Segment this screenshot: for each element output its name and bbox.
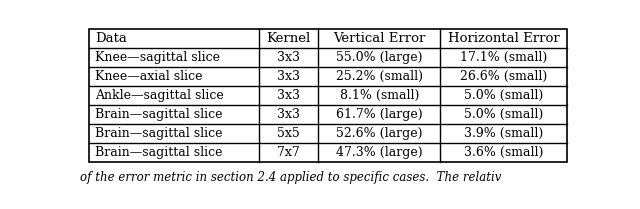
Text: 5.0% (small): 5.0% (small) [464,108,543,121]
Text: Kernel: Kernel [266,32,310,45]
Text: 3x3: 3x3 [277,70,300,83]
Text: Knee—sagittal slice: Knee—sagittal slice [95,51,220,64]
Text: of the error metric in section 2.4 applied to specific cases.  The relativ: of the error metric in section 2.4 appli… [80,171,501,184]
Text: 5.0% (small): 5.0% (small) [464,89,543,102]
Text: 3x3: 3x3 [277,108,300,121]
Text: 47.3% (large): 47.3% (large) [336,146,422,159]
Text: 8.1% (small): 8.1% (small) [340,89,419,102]
Text: 17.1% (small): 17.1% (small) [460,51,547,64]
Text: 5x5: 5x5 [277,127,300,140]
Text: Vertical Error: Vertical Error [333,32,426,45]
Text: Brain—sagittal slice: Brain—sagittal slice [95,108,222,121]
Text: 61.7% (large): 61.7% (large) [336,108,422,121]
Text: Ankle—sagittal slice: Ankle—sagittal slice [95,89,223,102]
Bar [89,29,567,162]
Text: Data: Data [95,32,127,45]
Text: Knee—axial slice: Knee—axial slice [95,70,202,83]
Text: 3.6% (small): 3.6% (small) [464,146,543,159]
Text: 3x3: 3x3 [277,51,300,64]
Text: 25.2% (small): 25.2% (small) [336,70,423,83]
Text: Horizontal Error: Horizontal Error [448,32,559,45]
Text: 7x7: 7x7 [277,146,300,159]
Text: 3x3: 3x3 [277,89,300,102]
Text: Brain—sagittal slice: Brain—sagittal slice [95,146,222,159]
Text: 55.0% (large): 55.0% (large) [336,51,422,64]
Text: 52.6% (large): 52.6% (large) [336,127,422,140]
Text: 26.6% (small): 26.6% (small) [460,70,547,83]
Text: Brain—sagittal slice: Brain—sagittal slice [95,127,222,140]
Text: 3.9% (small): 3.9% (small) [464,127,543,140]
